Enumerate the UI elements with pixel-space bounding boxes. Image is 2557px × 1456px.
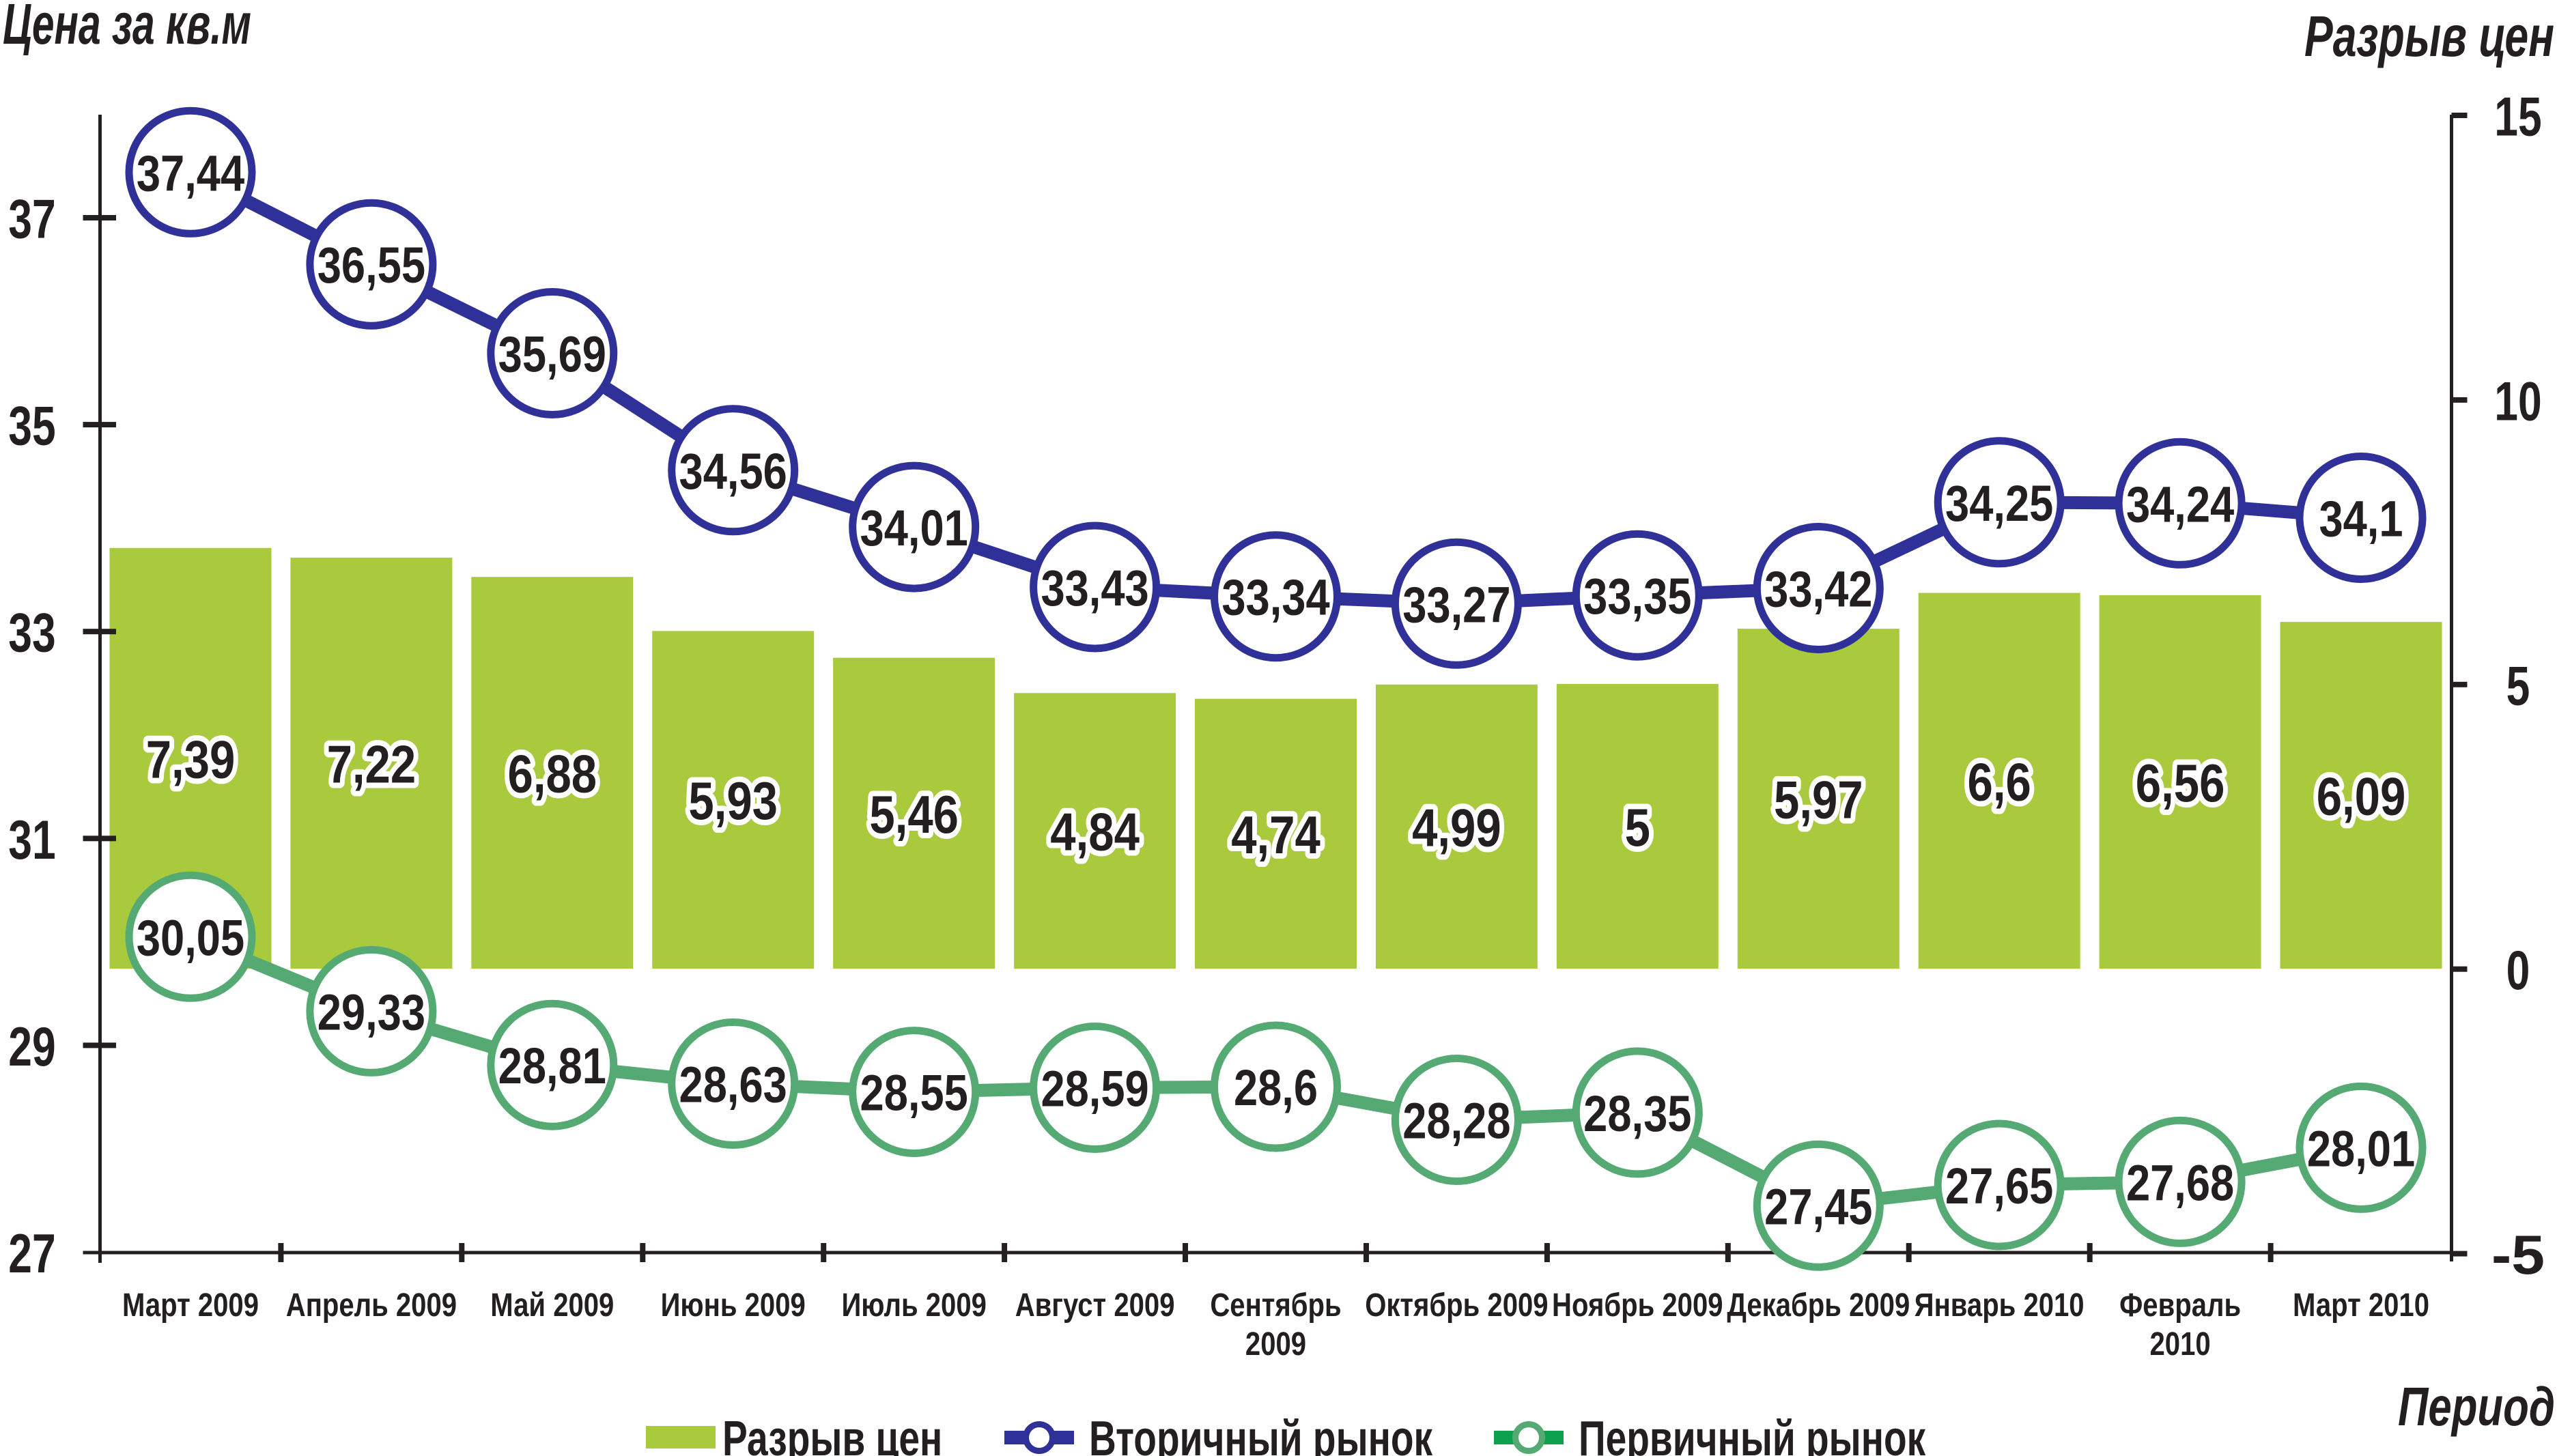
svg-text:Сентябрь: Сентябрь — [1210, 1287, 1341, 1324]
svg-text:Ноябрь 2009: Ноябрь 2009 — [1552, 1287, 1723, 1324]
svg-text:Июль 2009: Июль 2009 — [842, 1287, 987, 1324]
svg-text:28,63: 28,63 — [679, 1057, 787, 1113]
svg-text:35: 35 — [8, 396, 55, 457]
svg-text:7,22: 7,22 — [327, 734, 416, 794]
svg-text:28,55: 28,55 — [860, 1065, 968, 1122]
svg-text:33,34: 33,34 — [1221, 569, 1329, 626]
svg-text:28,59: 28,59 — [1041, 1061, 1148, 1117]
svg-text:33: 33 — [8, 603, 55, 664]
svg-text:34,25: 34,25 — [1945, 475, 2053, 532]
svg-text:27,65: 27,65 — [1945, 1158, 2053, 1214]
svg-text:Декабрь 2009: Декабрь 2009 — [1727, 1287, 1910, 1324]
svg-text:28,81: 28,81 — [498, 1038, 606, 1094]
svg-text:33,42: 33,42 — [1764, 561, 1872, 618]
svg-text:34,56: 34,56 — [679, 443, 787, 500]
svg-text:Первичный рынок: Первичный рынок — [1579, 1412, 1926, 1456]
svg-text:27,45: 27,45 — [1764, 1178, 1872, 1235]
svg-text:36,55: 36,55 — [317, 237, 425, 294]
svg-text:5,97: 5,97 — [1774, 770, 1863, 830]
svg-text:6,56: 6,56 — [2136, 753, 2225, 813]
svg-text:-5: -5 — [2491, 1225, 2545, 1286]
svg-text:34,24: 34,24 — [2126, 476, 2234, 532]
svg-text:34,01: 34,01 — [860, 500, 968, 556]
svg-text:Апрель 2009: Апрель 2009 — [286, 1287, 457, 1324]
svg-text:Август 2009: Август 2009 — [1015, 1287, 1175, 1324]
svg-text:4,99: 4,99 — [1412, 797, 1501, 857]
svg-text:34,1: 34,1 — [2319, 491, 2403, 547]
svg-text:Июнь 2009: Июнь 2009 — [661, 1287, 806, 1324]
svg-text:28,01: 28,01 — [2307, 1120, 2415, 1177]
svg-text:29: 29 — [8, 1016, 55, 1078]
svg-text:Цена за кв.м: Цена за кв.м — [3, 0, 251, 56]
svg-text:5: 5 — [1625, 797, 1650, 857]
svg-text:Разрыв цен: Разрыв цен — [722, 1412, 942, 1456]
svg-text:10: 10 — [2494, 371, 2541, 432]
svg-text:Октябрь 2009: Октябрь 2009 — [1365, 1287, 1548, 1324]
svg-text:Май 2009: Май 2009 — [490, 1287, 614, 1324]
svg-text:Январь 2010: Январь 2010 — [1915, 1287, 2085, 1324]
svg-text:5,93: 5,93 — [688, 771, 778, 831]
svg-text:6,88: 6,88 — [508, 744, 597, 804]
svg-text:2010: 2010 — [2150, 1326, 2211, 1362]
svg-text:2009: 2009 — [1245, 1326, 1306, 1362]
svg-text:7,39: 7,39 — [146, 729, 236, 789]
svg-text:Вторичный рынок: Вторичный рынок — [1089, 1412, 1433, 1456]
svg-text:27,68: 27,68 — [2126, 1154, 2234, 1211]
svg-text:6,6: 6,6 — [1968, 752, 2031, 812]
svg-text:37: 37 — [8, 189, 55, 251]
svg-text:5,46: 5,46 — [869, 784, 959, 844]
svg-text:4,84: 4,84 — [1050, 802, 1140, 862]
svg-text:5: 5 — [2506, 655, 2530, 717]
svg-text:4,74: 4,74 — [1231, 805, 1320, 865]
svg-text:31: 31 — [8, 810, 55, 871]
svg-text:6,09: 6,09 — [2317, 767, 2406, 827]
svg-text:28,6: 28,6 — [1234, 1059, 1318, 1116]
svg-text:28,35: 28,35 — [1583, 1085, 1691, 1142]
svg-text:Период: Период — [2398, 1376, 2555, 1437]
svg-text:Разрыв цен: Разрыв цен — [2304, 4, 2554, 68]
svg-text:33,35: 33,35 — [1583, 568, 1691, 625]
svg-text:0: 0 — [2506, 940, 2530, 1001]
svg-text:37,44: 37,44 — [137, 145, 244, 201]
svg-text:15: 15 — [2494, 87, 2541, 148]
svg-text:33,43: 33,43 — [1041, 560, 1148, 616]
svg-text:29,33: 29,33 — [317, 984, 425, 1040]
svg-text:30,05: 30,05 — [137, 909, 244, 966]
svg-text:Март 2010: Март 2010 — [2293, 1287, 2429, 1324]
svg-text:35,69: 35,69 — [498, 326, 606, 383]
svg-text:Февраль: Февраль — [2119, 1287, 2241, 1324]
svg-text:33,27: 33,27 — [1402, 576, 1510, 633]
svg-text:27: 27 — [8, 1223, 55, 1285]
svg-text:28,28: 28,28 — [1402, 1093, 1510, 1150]
svg-text:Март 2009: Март 2009 — [122, 1287, 259, 1324]
